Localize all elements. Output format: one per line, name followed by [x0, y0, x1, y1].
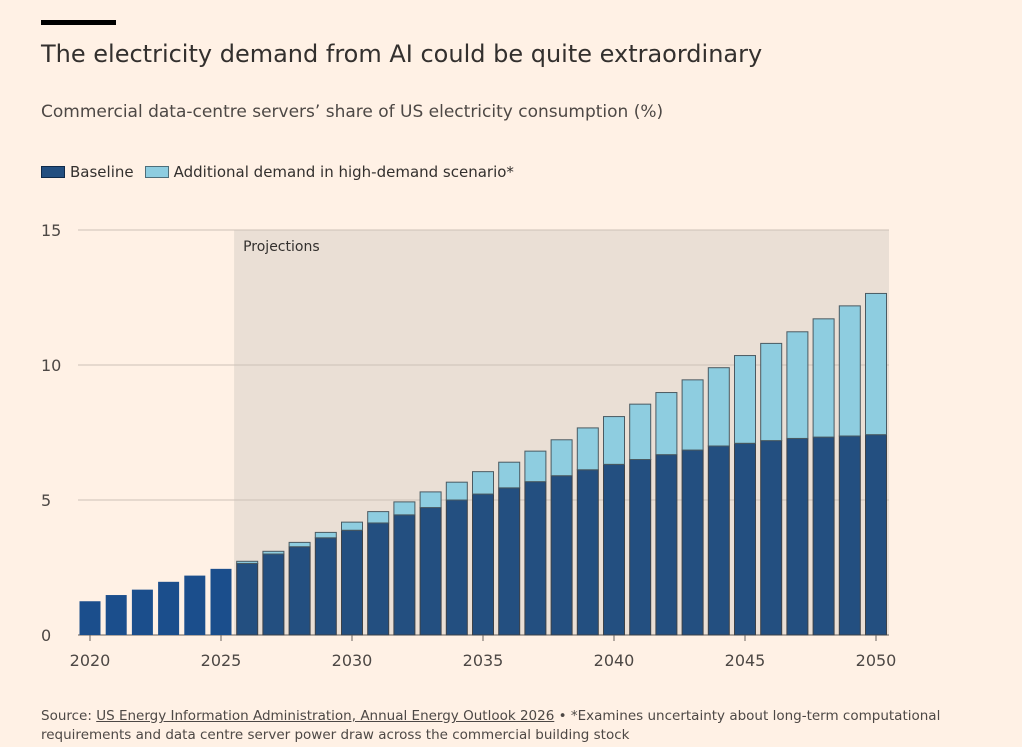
bar-baseline [865, 434, 887, 636]
footnote-text: • *Examines uncertainty about long-term … [41, 708, 941, 743]
bar-additional [524, 450, 547, 483]
bar-baseline [576, 469, 599, 636]
source-note: Source: US Energy Information Administra… [41, 707, 991, 745]
bar-baseline [393, 514, 416, 636]
source-link[interactable]: US Energy Information Administration, An… [96, 708, 555, 724]
bar-baseline [707, 445, 730, 636]
bar-baseline [629, 459, 652, 636]
bar-baseline [681, 449, 704, 636]
bar-additional [576, 427, 599, 471]
bar-additional [838, 305, 861, 437]
bar-additional [865, 292, 887, 436]
bar-additional [498, 461, 521, 489]
x-tick-label: 2050 [856, 651, 897, 670]
bar-additional [707, 367, 730, 447]
bar-additional [419, 491, 442, 509]
bar-baseline [367, 522, 390, 636]
bar-baseline [341, 529, 363, 636]
source-prefix: Source: [41, 708, 97, 724]
bar-additional [681, 379, 704, 451]
y-tick-label: 0 [41, 626, 51, 645]
x-tick-label: 2020 [70, 651, 111, 670]
bar-additional [812, 318, 835, 438]
bar-baseline [498, 487, 521, 636]
y-tick-label: 15 [41, 221, 61, 240]
bar-additional [760, 342, 783, 442]
bar-chart: Projections 0 5 10 15 2020 2025 2030 2035 2040 204… [41, 221, 897, 670]
legend-label-baseline: Baseline [70, 163, 134, 181]
bar-additional [550, 439, 573, 477]
bar-baseline [236, 562, 259, 636]
legend-label-additional: Additional demand in high-demand scenari… [173, 163, 514, 181]
bar-baseline [314, 537, 337, 636]
bar-additional [445, 481, 468, 501]
bar-baseline [288, 546, 311, 636]
x-tick-label: 2040 [594, 651, 635, 670]
y-tick-label: 5 [41, 491, 51, 510]
bar-baseline [550, 475, 573, 636]
x-tick-label: 2035 [463, 651, 504, 670]
bar-additional [603, 416, 625, 465]
chart-subtitle: Commercial data-centre servers’ share of… [41, 102, 664, 122]
bar-baseline [812, 436, 835, 636]
bar-baseline [734, 442, 756, 636]
bar-baseline [419, 507, 442, 636]
legend-swatch-additional [144, 166, 169, 178]
bar-additional [472, 471, 494, 495]
bar-additional [367, 511, 390, 524]
bar-additional [262, 550, 285, 555]
bar-additional [786, 331, 809, 439]
bar-baseline [760, 440, 783, 636]
bar-baseline [210, 568, 232, 635]
x-tick-label: 2045 [725, 651, 766, 670]
bar-additional [655, 392, 678, 456]
y-tick-label: 10 [41, 356, 61, 375]
bar-additional [288, 541, 311, 548]
bar-baseline [524, 481, 547, 636]
bar-baseline [105, 595, 127, 635]
bar-baseline [786, 437, 809, 636]
x-tick-label: 2030 [332, 651, 373, 670]
bar-baseline [655, 454, 678, 636]
bar-baseline [472, 493, 494, 636]
bar-additional [393, 501, 416, 516]
bar-baseline [445, 499, 468, 636]
bar-baseline [158, 581, 180, 635]
bar-additional [629, 403, 652, 460]
projection-label: Projections [243, 239, 320, 255]
bar-baseline [262, 553, 285, 636]
chart-title: The electricity demand from AI could be … [41, 40, 763, 68]
bar-additional [341, 521, 363, 531]
bar-baseline [79, 601, 101, 635]
bar-additional [236, 560, 259, 564]
top-rule [41, 20, 116, 25]
bar-baseline [838, 435, 861, 636]
legend-swatch-baseline [41, 166, 65, 178]
bar-additional [734, 355, 756, 444]
legend-item-baseline: Baseline [41, 163, 134, 181]
x-tick-label: 2025 [201, 651, 242, 670]
legend: Baseline Additional demand in high-deman… [41, 163, 525, 181]
bar-baseline [603, 463, 625, 636]
bar-additional [314, 531, 337, 539]
bar-baseline [184, 575, 206, 635]
legend-item-additional: Additional demand in high-demand scenari… [144, 163, 514, 181]
bar-baseline [131, 589, 153, 635]
